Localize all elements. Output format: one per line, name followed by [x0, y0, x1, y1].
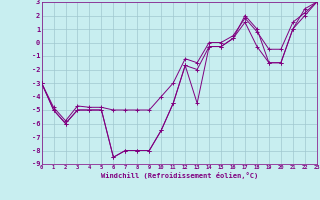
X-axis label: Windchill (Refroidissement éolien,°C): Windchill (Refroidissement éolien,°C)	[100, 172, 258, 179]
